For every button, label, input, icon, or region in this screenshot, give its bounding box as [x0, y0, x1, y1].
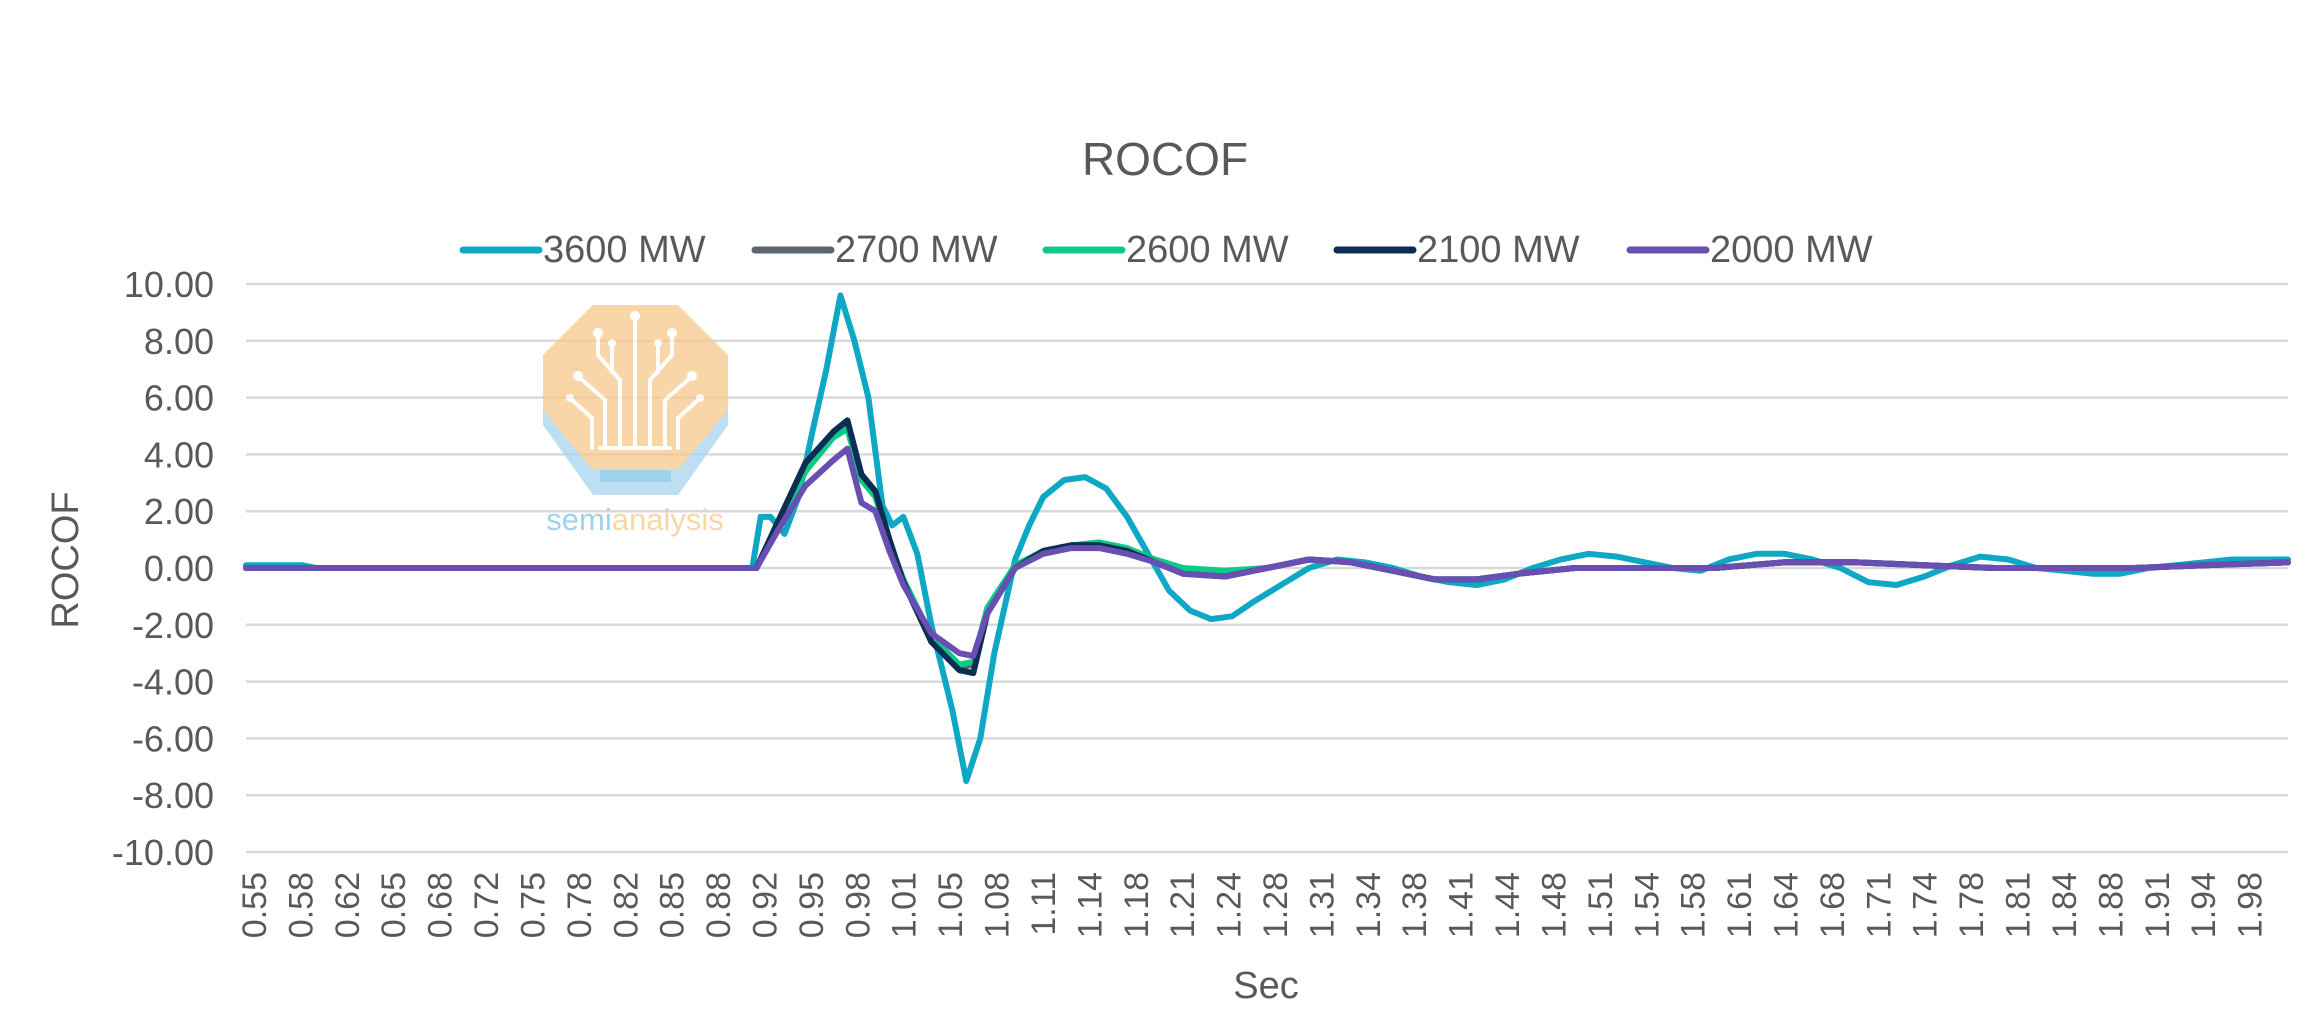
legend-item-2700-mw: 2700 MW	[751, 229, 998, 271]
x-tick-label: 1.78	[1953, 872, 1991, 938]
x-tick-label: 1.58	[1675, 872, 1713, 938]
y-tick-label: 6.00	[144, 378, 214, 419]
x-tick-label: 1.44	[1489, 872, 1527, 938]
x-tick-label: 1.51	[1582, 872, 1620, 938]
x-tick-label: 0.58	[282, 872, 320, 938]
legend-label: 2100 MW	[1417, 229, 1580, 271]
y-axis-ticks: 10.00 8.00 6.00 4.00 2.00 0.00 -2.00 -4.00 -6.00…	[112, 264, 214, 873]
x-tick-label: 0.82	[607, 872, 645, 938]
series-line-2000-mw	[243, 445, 2291, 659]
x-tick-label: 0.88	[700, 872, 738, 938]
x-tick-label: 1.31	[1303, 872, 1341, 938]
y-tick-label: 2.00	[144, 491, 214, 532]
legend-label: 2000 MW	[1710, 229, 1873, 271]
x-tick-label: 1.28	[1257, 872, 1295, 938]
legend-item-2100-mw: 2100 MW	[1333, 229, 1580, 271]
x-tick-label: 1.34	[1350, 872, 1388, 938]
x-tick-label: 0.78	[561, 872, 599, 938]
x-tick-label: 1.81	[2000, 872, 2038, 938]
x-tick-label: 0.55	[236, 872, 274, 938]
y-tick-label: 8.00	[144, 321, 214, 362]
x-tick-label: 1.05	[932, 872, 970, 938]
x-axis-ticks: 0.55 0.58 0.62 0.65 0.68 0.72 0.75 0.78 0.82 0.85…	[236, 872, 2270, 938]
x-tick-label: 1.74	[1907, 872, 1945, 938]
legend-item-3600-mw: 3600 MW	[459, 229, 706, 271]
x-tick-label: 1.98	[2232, 872, 2270, 938]
legend-label: 2600 MW	[1126, 229, 1289, 271]
x-tick-label: 0.62	[329, 872, 367, 938]
y-tick-label: -8.00	[132, 775, 214, 816]
legend-item-2600-mw: 2600 MW	[1042, 229, 1289, 271]
x-tick-label: 0.75	[514, 872, 552, 938]
semianalysis-watermark: semianalysis	[543, 305, 728, 537]
x-tick-label: 1.38	[1396, 872, 1434, 938]
x-tick-label: 1.21	[1164, 872, 1202, 938]
x-tick-label: 0.95	[793, 872, 831, 938]
x-tick-label: 1.41	[1443, 872, 1481, 938]
x-tick-label: 1.24	[1211, 872, 1249, 938]
watermark-wordmark-semi: semi	[546, 502, 611, 537]
legend-item-2000-mw: 2000 MW	[1626, 229, 1873, 271]
x-tick-label: 0.92	[747, 872, 785, 938]
y-tick-label: -6.00	[132, 718, 214, 759]
chart-title: ROCOF	[1082, 133, 1248, 185]
y-tick-label: 0.00	[144, 548, 214, 589]
series-line-2600-mw	[243, 425, 2291, 668]
watermark-wordmark: semianalysis	[546, 502, 723, 537]
x-tick-label: 1.61	[1721, 872, 1759, 938]
series-line-2100-mw	[243, 417, 2291, 677]
x-tick-label: 1.94	[2185, 872, 2223, 938]
x-tick-label: 1.54	[1628, 872, 1666, 938]
chart-legend: 3600 MW 2700 MW 2600 MW 2100 MW 2000 MW	[459, 229, 1873, 271]
series-line-2700-mw	[243, 423, 2291, 671]
x-tick-label: 1.08	[979, 872, 1017, 938]
watermark-logo-icon	[543, 305, 728, 495]
x-tick-label: 1.11	[1025, 872, 1063, 936]
x-tick-label: 1.14	[1071, 872, 1109, 938]
y-tick-label: 4.00	[144, 434, 214, 475]
y-tick-label: -2.00	[132, 605, 214, 646]
x-tick-label: 1.71	[1860, 872, 1898, 938]
x-tick-label: 0.68	[422, 872, 460, 938]
series-lines	[243, 292, 2291, 784]
x-tick-label: 0.85	[654, 872, 692, 938]
x-axis-title: Sec	[1233, 965, 1298, 1007]
x-tick-label: 1.18	[1118, 872, 1156, 938]
y-tick-label: -10.00	[112, 832, 214, 873]
x-tick-label: 1.91	[2139, 872, 2177, 938]
x-tick-label: 0.72	[468, 872, 506, 938]
x-tick-label: 0.65	[375, 872, 413, 938]
x-tick-label: 1.88	[2092, 872, 2130, 938]
y-axis-title: ROCOF	[45, 491, 87, 628]
x-tick-label: 1.48	[1535, 872, 1573, 938]
legend-label: 2700 MW	[835, 229, 998, 271]
x-tick-label: 0.98	[839, 872, 877, 938]
y-tick-label: 10.00	[124, 264, 214, 305]
legend-label: 3600 MW	[543, 229, 706, 271]
y-tick-label: -4.00	[132, 662, 214, 703]
x-tick-label: 1.64	[1768, 872, 1806, 938]
x-tick-label: 1.01	[886, 872, 924, 938]
x-tick-label: 1.84	[2046, 872, 2084, 938]
watermark-wordmark-analysis: analysis	[612, 502, 724, 537]
x-tick-label: 1.68	[1814, 872, 1852, 938]
